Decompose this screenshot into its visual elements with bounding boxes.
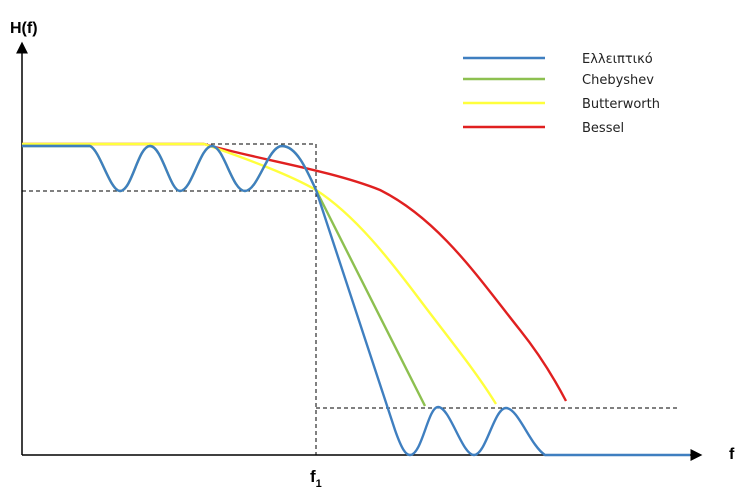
x-axis-title: f — [729, 446, 735, 463]
curve-elliptic — [22, 144, 690, 457]
legend: Ελλειπτικό Chebyshev Butterworth Bessel — [463, 52, 660, 136]
curve-bessel — [22, 142, 568, 402]
y-axis-title: H(f) — [10, 20, 38, 37]
cutoff-label-subscript: 1 — [316, 478, 322, 490]
legend-label-chebyshev: Chebyshev — [582, 73, 654, 88]
legend-label-bessel: Bessel — [582, 121, 624, 136]
legend-label-butterworth: Butterworth — [582, 97, 660, 112]
cutoff-label-main: f — [310, 467, 316, 486]
curve-butterworth — [22, 142, 498, 405]
legend-label-elliptic: Ελλειπτικό — [582, 52, 653, 67]
cutoff-frequency-label: f1 — [310, 467, 322, 490]
